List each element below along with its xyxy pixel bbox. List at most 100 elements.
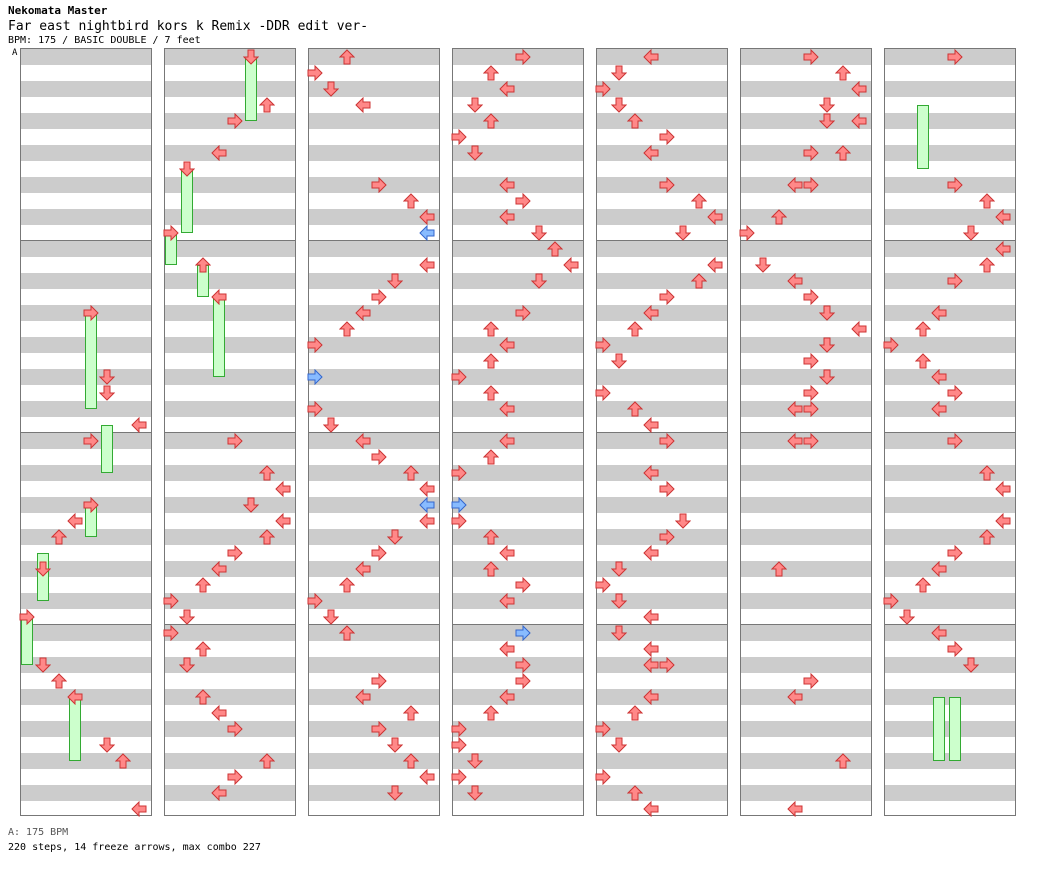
arrow-left-icon — [659, 481, 675, 497]
arrow-left-icon — [515, 625, 531, 641]
arrow-right-icon — [499, 401, 515, 417]
arrow-left-icon — [947, 641, 963, 657]
arrow-down-icon — [35, 657, 51, 673]
arrow-left-icon — [19, 609, 35, 625]
arrow-left-icon — [595, 81, 611, 97]
arrow-left-icon — [883, 337, 899, 353]
arrow-right-icon — [643, 145, 659, 161]
arrow-left-icon — [803, 673, 819, 689]
arrow-left-icon — [83, 433, 99, 449]
arrow-right-icon — [787, 401, 803, 417]
arrow-up-icon — [627, 321, 643, 337]
arrow-right-icon — [419, 513, 435, 529]
arrow-down-icon — [675, 513, 691, 529]
arrow-right-icon — [67, 513, 83, 529]
measure-line — [453, 624, 583, 625]
arrow-right-icon — [499, 209, 515, 225]
measure-line — [597, 432, 727, 433]
arrow-down-icon — [323, 609, 339, 625]
arrow-left-icon — [803, 401, 819, 417]
measure-line — [309, 432, 439, 433]
arrow-left-icon — [947, 177, 963, 193]
bpm-marker: A — [12, 48, 18, 58]
arrow-up-icon — [979, 257, 995, 273]
arrow-up-icon — [979, 465, 995, 481]
arrow-right-icon — [355, 305, 371, 321]
arrow-right-icon — [931, 625, 947, 641]
arrow-left-icon — [595, 769, 611, 785]
arrow-up-icon — [339, 321, 355, 337]
measure-line — [165, 432, 295, 433]
arrow-down-icon — [819, 369, 835, 385]
arrow-left-icon — [451, 513, 467, 529]
arrow-down-icon — [755, 257, 771, 273]
arrow-up-icon — [691, 193, 707, 209]
arrow-up-icon — [259, 465, 275, 481]
arrow-left-icon — [227, 769, 243, 785]
arrow-left-icon — [803, 177, 819, 193]
arrow-up-icon — [979, 193, 995, 209]
arrow-down-icon — [387, 785, 403, 801]
arrow-right-icon — [211, 561, 227, 577]
arrow-down-icon — [467, 785, 483, 801]
arrow-left-icon — [659, 289, 675, 305]
arrow-left-icon — [659, 177, 675, 193]
arrow-right-icon — [499, 433, 515, 449]
arrow-right-icon — [131, 801, 147, 817]
measure-line — [309, 624, 439, 625]
arrow-down-icon — [243, 497, 259, 513]
arrow-down-icon — [611, 353, 627, 369]
arrow-left-icon — [227, 721, 243, 737]
arrow-right-icon — [787, 689, 803, 705]
arrow-left-icon — [163, 593, 179, 609]
arrow-left-icon — [371, 289, 387, 305]
arrow-left-icon — [659, 657, 675, 673]
arrow-left-icon — [595, 577, 611, 593]
arrow-right-icon — [355, 433, 371, 449]
arrow-left-icon — [739, 225, 755, 241]
arrow-up-icon — [403, 753, 419, 769]
arrow-left-icon — [451, 497, 467, 513]
arrow-right-icon — [419, 769, 435, 785]
arrow-right-icon — [67, 689, 83, 705]
arrow-left-icon — [947, 49, 963, 65]
arrow-up-icon — [403, 193, 419, 209]
arrow-left-icon — [803, 145, 819, 161]
measure-line — [885, 624, 1015, 625]
arrow-right-icon — [851, 81, 867, 97]
arrow-right-icon — [355, 689, 371, 705]
arrow-left-icon — [451, 465, 467, 481]
arrow-left-icon — [515, 49, 531, 65]
arrow-right-icon — [211, 705, 227, 721]
arrow-up-icon — [339, 577, 355, 593]
arrow-down-icon — [99, 369, 115, 385]
arrow-left-icon — [659, 433, 675, 449]
chart-column — [451, 48, 584, 816]
arrow-down-icon — [467, 753, 483, 769]
arrow-right-icon — [931, 401, 947, 417]
arrow-down-icon — [35, 561, 51, 577]
arrow-left-icon — [803, 385, 819, 401]
arrow-left-icon — [515, 305, 531, 321]
arrow-down-icon — [243, 49, 259, 65]
chart-column — [19, 48, 152, 817]
freeze-arrow — [949, 697, 961, 761]
freeze-arrow — [917, 105, 929, 169]
arrow-right-icon — [995, 209, 1011, 225]
arrow-right-icon — [931, 561, 947, 577]
arrow-up-icon — [627, 401, 643, 417]
arrow-left-icon — [83, 497, 99, 513]
arrow-up-icon — [195, 257, 211, 273]
arrow-up-icon — [483, 113, 499, 129]
arrow-down-icon — [531, 273, 547, 289]
arrow-up-icon — [195, 577, 211, 593]
arrow-left-icon — [163, 225, 179, 241]
arrow-right-icon — [211, 785, 227, 801]
arrow-right-icon — [499, 337, 515, 353]
arrow-right-icon — [643, 689, 659, 705]
arrow-up-icon — [627, 785, 643, 801]
arrow-right-icon — [419, 225, 435, 241]
measure-line — [741, 624, 871, 625]
bpm-summary: A: 175 BPM — [8, 827, 69, 838]
arrow-up-icon — [483, 705, 499, 721]
